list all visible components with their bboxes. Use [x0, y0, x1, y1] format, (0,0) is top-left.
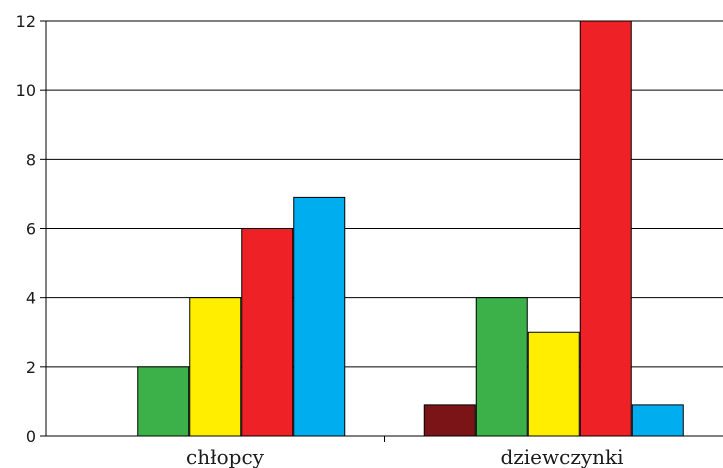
- bars: [137, 20, 684, 437]
- bar-1-1: [475, 297, 528, 437]
- y-tick-label-12: 12: [16, 12, 36, 31]
- bar-1-3: [579, 20, 632, 437]
- category-label-dziewczynki: dziewczynki: [500, 445, 623, 468]
- bar-1-2: [527, 331, 580, 437]
- y-tick-label-10: 10: [16, 81, 36, 100]
- bar-1-4: [631, 404, 684, 437]
- bar-0-1: [137, 366, 190, 437]
- category-label-chlopcy: chłopcy: [186, 445, 265, 468]
- y-axis-tick-labels: 0 2 4 6 8 10 12: [16, 12, 46, 446]
- y-tick-label-2: 2: [26, 358, 36, 377]
- bar-0-4: [293, 196, 346, 437]
- bar-0-2: [189, 297, 242, 437]
- y-tick-label-0: 0: [26, 427, 36, 446]
- y-tick-label-6: 6: [26, 220, 36, 239]
- y-tick-label-4: 4: [26, 289, 36, 308]
- bar-0-3: [241, 228, 294, 437]
- bar-1-0: [423, 404, 476, 437]
- y-tick-label-8: 8: [26, 150, 36, 169]
